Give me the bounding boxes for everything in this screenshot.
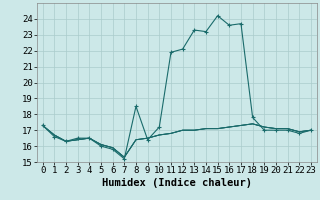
X-axis label: Humidex (Indice chaleur): Humidex (Indice chaleur) xyxy=(102,178,252,188)
